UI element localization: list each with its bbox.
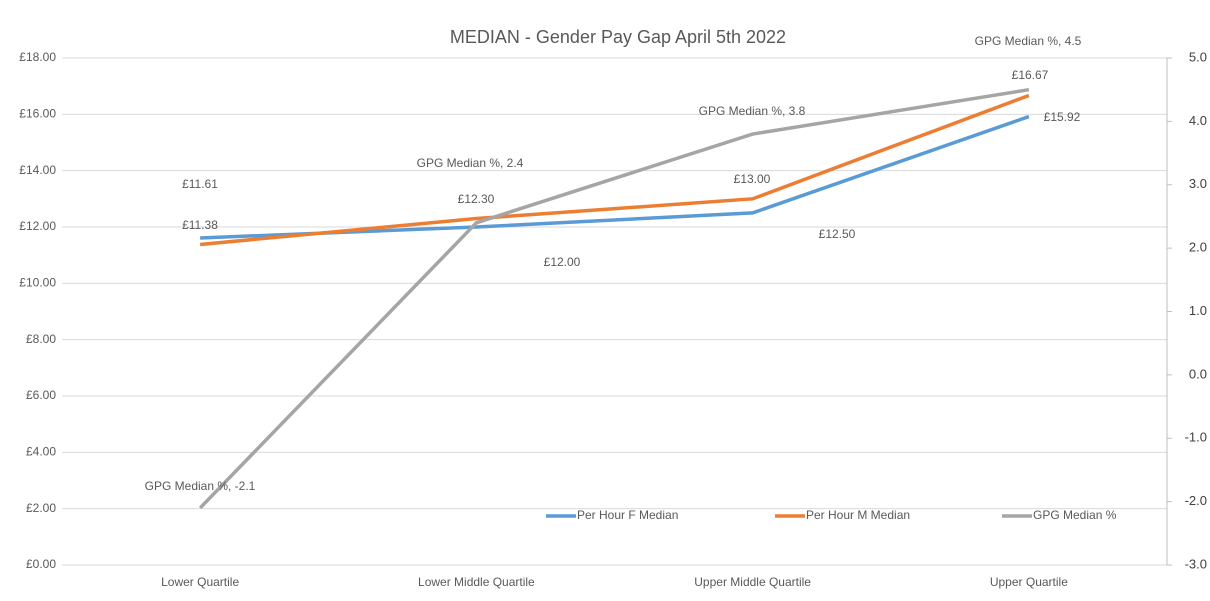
y-tick-label: £8.00	[26, 332, 56, 346]
data-label: £12.50	[819, 227, 856, 241]
x-tick-label: Lower Middle Quartile	[418, 575, 535, 589]
y-tick-label: £2.00	[26, 501, 56, 515]
y2-tick-label: 4.0	[1189, 113, 1207, 128]
y2-tick-label: 5.0	[1189, 49, 1207, 64]
y2-tick-label: 0.0	[1189, 366, 1207, 381]
y2-tick-label: -2.0	[1185, 493, 1207, 508]
y2-tick-label: 1.0	[1189, 303, 1207, 318]
data-label: £12.30	[458, 192, 495, 206]
data-label: £11.38	[182, 218, 218, 232]
data-label: GPG Median %, -2.1	[145, 479, 256, 493]
y-tick-label: £6.00	[26, 388, 56, 402]
x-tick-label: Upper Middle Quartile	[694, 575, 811, 589]
data-label: GPG Median %, 4.5	[975, 34, 1082, 48]
y2-tick-label: -3.0	[1185, 556, 1207, 571]
y-tick-label: £4.00	[26, 445, 56, 459]
legend-label: Per Hour F Median	[577, 508, 678, 522]
y-tick-label: £12.00	[19, 219, 56, 233]
y-tick-label: £16.00	[19, 107, 56, 121]
data-label: £15.92	[1044, 110, 1081, 124]
y2-tick-label: -1.0	[1185, 430, 1207, 445]
data-label: £12.00	[544, 255, 581, 269]
y-tick-label: £18.00	[19, 50, 56, 64]
data-label: GPG Median %, 3.8	[699, 104, 806, 118]
data-label: £13.00	[734, 172, 771, 186]
legend-label: Per Hour M Median	[806, 508, 910, 522]
x-tick-label: Upper Quartile	[990, 575, 1068, 589]
data-label: £11.61	[182, 177, 218, 191]
y-tick-label: £0.00	[26, 557, 56, 571]
y-tick-label: £14.00	[19, 163, 56, 177]
line-series	[199, 93, 1030, 247]
chart-title: MEDIAN - Gender Pay Gap April 5th 2022	[450, 27, 786, 47]
y2-tick-label: 3.0	[1189, 176, 1207, 191]
y-tick-label: £10.00	[19, 276, 56, 290]
legend-label: GPG Median %	[1033, 508, 1117, 522]
data-label: GPG Median %, 2.4	[417, 156, 524, 170]
data-label: £16.67	[1012, 68, 1049, 82]
y2-tick-label: 2.0	[1189, 240, 1207, 255]
x-tick-label: Lower Quartile	[161, 575, 239, 589]
line-series	[198, 87, 1030, 510]
